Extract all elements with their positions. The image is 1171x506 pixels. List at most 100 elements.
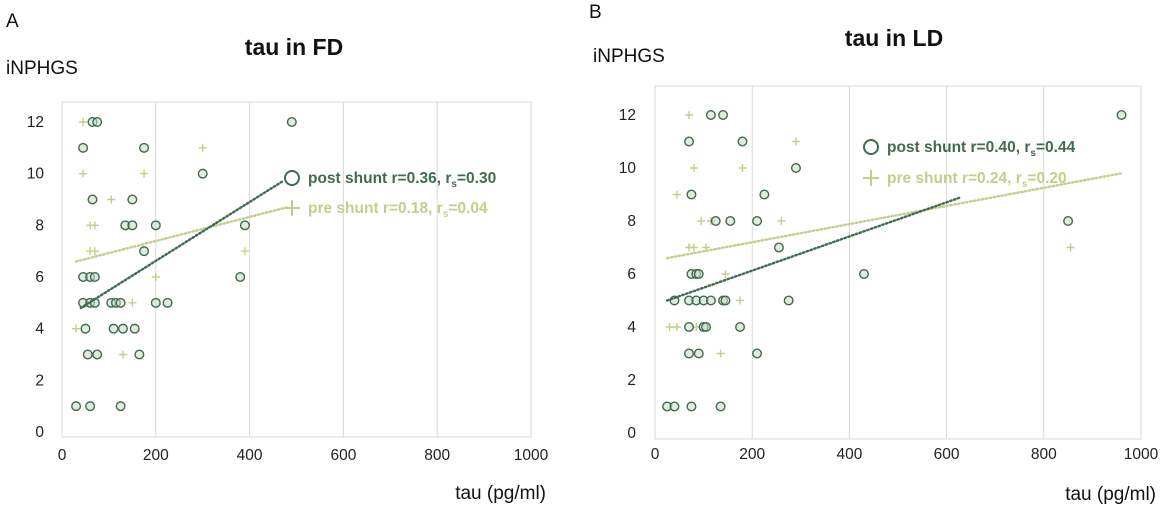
- y-axis-label: iNPHGS: [6, 58, 78, 79]
- data-point: [108, 323, 119, 334]
- x-tick-label: 400: [836, 446, 862, 463]
- chart-title: tau in LD: [845, 25, 943, 51]
- data-point: [92, 349, 103, 360]
- data-point: [117, 323, 128, 334]
- x-tick-label: 400: [237, 447, 263, 464]
- data-point: [710, 215, 721, 226]
- data-point: [790, 162, 801, 173]
- x-tick-label: 1000: [1124, 446, 1159, 463]
- trend-line: [79, 180, 284, 310]
- data-point: [85, 401, 96, 412]
- series-post-shunt: [71, 116, 297, 412]
- data-point: [162, 297, 173, 308]
- data-point: [139, 246, 150, 257]
- chart-title: tau in FD: [245, 34, 343, 60]
- data-point: [777, 217, 786, 225]
- legend: post shunt r=0.36, rs=0.30 pre shunt r=0.…: [284, 170, 496, 220]
- data-point: [72, 324, 81, 333]
- y-tick-label: 4: [627, 319, 636, 336]
- data-point: [672, 190, 681, 199]
- x-tick-label: 0: [651, 446, 660, 463]
- data-point: [689, 243, 698, 252]
- data-point: [665, 323, 674, 331]
- data-point: [684, 136, 695, 147]
- legend: post shunt r=0.40, rs=0.44 pre shunt r=0.…: [863, 139, 1076, 190]
- x-axis-label: tau (pg/ml): [455, 483, 546, 504]
- data-point: [735, 322, 746, 333]
- y-tick-label: 2: [627, 372, 636, 389]
- plot-area: [61, 101, 532, 438]
- panel-letter: A: [6, 11, 19, 32]
- data-point: [705, 109, 716, 120]
- legend-label: post shunt r=0.40, rs=0.44: [887, 139, 1076, 159]
- data-point: [693, 269, 704, 280]
- y-tick-label: 4: [35, 321, 44, 338]
- series-post-shunt: [662, 109, 1127, 412]
- data-point: [89, 272, 100, 283]
- data-point: [115, 401, 126, 412]
- data-point: [684, 322, 695, 333]
- data-point: [1116, 109, 1127, 120]
- data-point: [721, 270, 730, 278]
- data-point: [78, 142, 89, 153]
- data-point: [1063, 215, 1074, 226]
- data-point: [759, 189, 770, 200]
- data-point: [129, 323, 140, 334]
- data-point: [197, 168, 208, 179]
- data-point: [150, 220, 161, 231]
- data-point: [107, 195, 116, 204]
- data-point: [737, 136, 748, 147]
- y-tick-label: 10: [27, 166, 45, 183]
- data-point: [718, 109, 729, 120]
- data-point: [286, 116, 297, 127]
- data-point: [80, 323, 91, 334]
- data-point: [150, 297, 161, 308]
- legend-marker-plus: [284, 200, 300, 216]
- data-point: [686, 401, 697, 412]
- x-tick-label: 0: [58, 447, 67, 464]
- data-point: [1066, 243, 1075, 252]
- y-tick-label: 12: [619, 107, 636, 124]
- data-point: [127, 194, 138, 205]
- data-point: [791, 137, 800, 146]
- y-tick-label: 0: [35, 424, 44, 441]
- data-point: [725, 215, 736, 226]
- trend-line: [74, 206, 289, 263]
- data-point: [689, 164, 698, 172]
- series-pre-shunt: [72, 118, 249, 359]
- data-point: [701, 322, 712, 333]
- legend-label: pre shunt r=0.24, rs=0.20: [887, 170, 1067, 190]
- data-point: [685, 111, 694, 119]
- data-point: [235, 272, 246, 283]
- data-point: [693, 348, 704, 359]
- y-tick-label: 6: [35, 269, 44, 286]
- y-tick-label: 6: [627, 266, 636, 283]
- y-tick-label: 8: [627, 213, 636, 230]
- trend-line: [665, 195, 963, 302]
- y-tick-label: 12: [27, 114, 44, 131]
- legend-marker-plus: [863, 170, 879, 186]
- data-point: [127, 220, 138, 231]
- panel-letter: B: [589, 2, 602, 23]
- data-point: [128, 298, 137, 307]
- data-point: [198, 143, 207, 152]
- data-point: [140, 169, 149, 178]
- data-point: [134, 349, 145, 360]
- x-tick-label: 600: [330, 447, 356, 464]
- data-point: [669, 401, 680, 412]
- data-point: [118, 350, 127, 359]
- legend-marker-circle: [284, 170, 300, 186]
- data-point: [90, 221, 99, 230]
- x-tick-label: 1000: [514, 447, 549, 464]
- y-tick-label: 8: [35, 217, 44, 234]
- data-point: [697, 217, 706, 225]
- y-tick-label: 2: [35, 372, 44, 389]
- data-point: [783, 295, 794, 306]
- data-point: [240, 247, 249, 256]
- data-point: [716, 349, 725, 358]
- data-point: [79, 169, 88, 178]
- y-tick-label: 10: [619, 160, 637, 177]
- x-tick-label: 600: [934, 446, 960, 463]
